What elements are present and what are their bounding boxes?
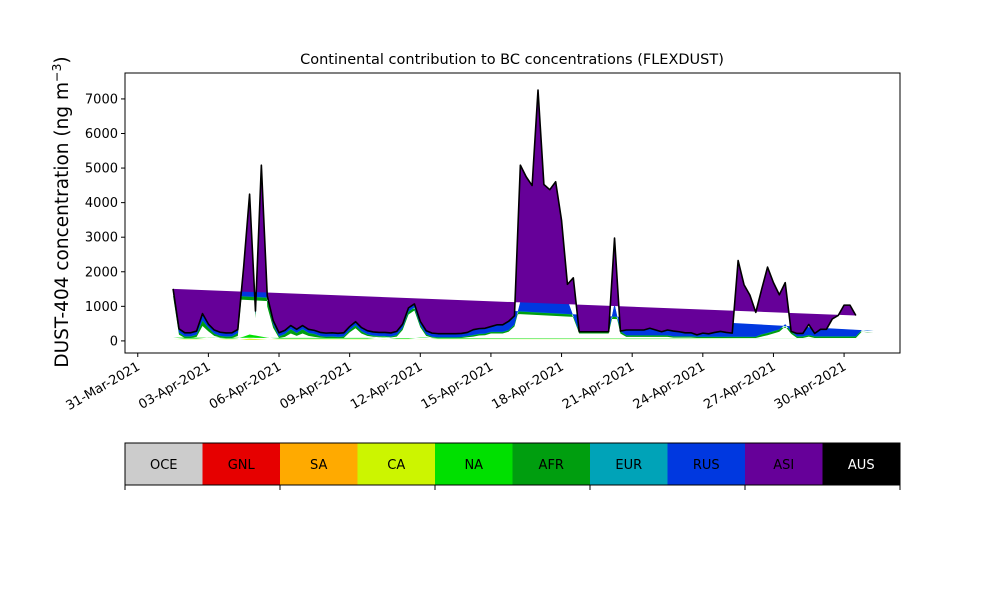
x-tick-label: 27-Apr-2021 xyxy=(701,359,778,412)
y-tick-label: 1000 xyxy=(85,300,118,315)
y-tick-label: 0 xyxy=(110,334,118,349)
legend-label: AFR xyxy=(539,458,564,473)
legend-label: GNL xyxy=(228,458,256,473)
series-layer xyxy=(172,89,874,341)
legend-label: AUS xyxy=(848,458,875,473)
y-axis-label-exponent: −3 xyxy=(49,64,64,82)
series-area-ca xyxy=(173,338,874,341)
x-tick-label: 12-Apr-2021 xyxy=(348,359,425,412)
legend-label: RUS xyxy=(693,458,720,473)
legend-swatch-eur xyxy=(590,443,668,485)
legend-label: CA xyxy=(387,458,405,473)
legend-swatch-na xyxy=(435,443,513,485)
y-tick-label: 3000 xyxy=(85,231,118,246)
legend-swatch-asi xyxy=(745,443,823,485)
total-outline xyxy=(172,89,857,336)
x-ticks: 31-Mar-202103-Apr-202106-Apr-202109-Apr-… xyxy=(64,353,849,414)
legend-swatch-rus xyxy=(667,443,745,485)
x-tick-label: 24-Apr-2021 xyxy=(631,359,708,412)
legend-label: ASI xyxy=(773,458,794,473)
x-tick-label: 06-Apr-2021 xyxy=(207,359,284,412)
legend-label: SA xyxy=(310,458,327,473)
y-tick-label: 2000 xyxy=(85,265,118,280)
colorbar-legend: OCE GNL SA CA NA AFR EUR RUS ASI AUS xyxy=(124,442,901,490)
x-tick-label: 31-Mar-2021 xyxy=(64,359,143,413)
x-tick-label: 18-Apr-2021 xyxy=(489,359,566,412)
legend-swatch-ca xyxy=(357,443,435,485)
legend-swatch-sa xyxy=(280,443,358,485)
y-axis-label-close: ) xyxy=(52,56,73,63)
legend-swatch-aus xyxy=(822,443,900,485)
x-tick-label: 21-Apr-2021 xyxy=(560,359,637,412)
y-ticks: 0 1000 2000 3000 4000 5000 6000 7000 xyxy=(85,92,125,349)
colorbar-frame xyxy=(124,442,901,486)
series-area-rus xyxy=(173,168,874,338)
series-area-asi xyxy=(173,90,856,335)
y-tick-label: 4000 xyxy=(85,196,118,211)
y-tick-label: 6000 xyxy=(85,127,118,142)
x-tick-label: 30-Apr-2021 xyxy=(772,359,849,412)
legend-swatch-oce xyxy=(125,443,203,485)
legend-swatch-afr xyxy=(512,443,590,485)
legend-swatch-gnl xyxy=(202,443,280,485)
y-axis-label: DUST-404 concentration (ng m−3) xyxy=(49,56,73,367)
y-axis-label-main: DUST-404 concentration (ng m xyxy=(52,82,73,368)
chart-title: Continental contribution to BC concentra… xyxy=(300,52,724,68)
y-tick-label: 7000 xyxy=(85,92,118,107)
plot-area-frame xyxy=(124,72,901,354)
x-tick-label: 15-Apr-2021 xyxy=(419,359,496,412)
legend-label: NA xyxy=(464,458,483,473)
x-tick-label: 09-Apr-2021 xyxy=(278,359,355,412)
legend-label: EUR xyxy=(615,458,642,473)
x-tick-label: 03-Apr-2021 xyxy=(136,359,213,412)
y-tick-label: 5000 xyxy=(85,162,118,177)
legend-label: OCE xyxy=(150,458,178,473)
